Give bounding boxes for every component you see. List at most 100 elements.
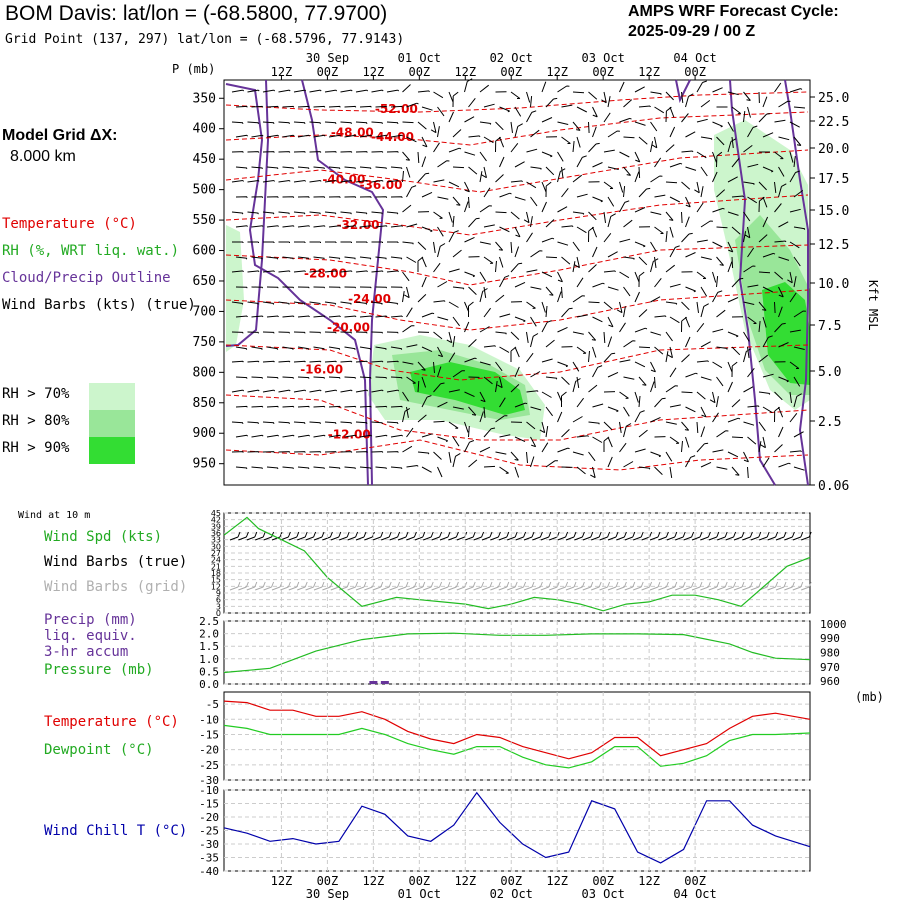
- temperature-contour-label: -48.00: [331, 125, 374, 139]
- windchill-tick-label: -30: [199, 838, 219, 851]
- bottom-date-label: 03 Oct: [581, 887, 624, 900]
- wind-tick-label: 3: [216, 602, 221, 611]
- bottom-date-label: 04 Oct: [673, 887, 716, 900]
- pressure-tick-label: 850: [193, 396, 216, 411]
- height-tick-label: 15.0: [818, 204, 849, 219]
- temperature-contour-label: -52.00: [375, 102, 418, 116]
- temperature-contour-2: [225, 149, 809, 193]
- pressure-tick-label: 990: [820, 632, 840, 645]
- bottom-time-label: 12Z: [271, 874, 293, 888]
- pressure-tick-label: 960: [820, 675, 840, 688]
- height-tick-label: 17.5: [818, 172, 849, 187]
- precip-tick-label: 2.0: [199, 628, 219, 641]
- top-time-label: 00Z: [317, 65, 339, 79]
- legend-cloud-outline: Cloud/Precip Outline: [2, 270, 171, 286]
- wind-tick-label: 36: [211, 529, 221, 538]
- wind-panel-frame: [223, 512, 811, 614]
- top-time-label: 12Z: [454, 65, 476, 79]
- pressure-tick-label: 550: [193, 213, 216, 228]
- wind-chill-label: Wind Chill T (°C): [44, 823, 188, 839]
- rh-region-6: [762, 282, 810, 385]
- pressure-tick-label: 980: [820, 647, 840, 660]
- model-grid-value: 8.000 km: [10, 148, 76, 165]
- height-tick-label: 22.5: [818, 115, 849, 130]
- pressure-unit-label: (mb): [855, 690, 884, 704]
- legend-rh90-label: RH > 90%: [2, 440, 70, 456]
- top-time-label: 12Z: [271, 65, 293, 79]
- pressure-axis-title: P (mb): [172, 62, 216, 76]
- pressure-tick-label: 500: [193, 183, 216, 198]
- precip-bar: [380, 681, 389, 684]
- pressure-tick-label: 900: [193, 426, 216, 441]
- height-tick-label: 5.0: [818, 365, 841, 380]
- temperature-tick-label: -25: [199, 759, 219, 772]
- pressure-tick-label: 750: [193, 335, 216, 350]
- top-date-label: 30 Sep: [306, 51, 349, 65]
- temperature-contour-7: [225, 394, 809, 441]
- forecast-cycle-date: 2025-09-29 / 00 Z: [628, 23, 756, 40]
- bottom-time-label: 12Z: [454, 874, 476, 888]
- wind-speed-line: [223, 516, 811, 612]
- temperature-contour-4: [225, 244, 809, 286]
- legend-rh80-label: RH > 80%: [2, 413, 70, 429]
- temperature-contour-5: [225, 289, 809, 331]
- cloud-outline-3: [675, 79, 691, 104]
- cloud-outline-1: [301, 79, 385, 486]
- wind-tick-label: 21: [211, 562, 221, 571]
- wind10m-label: Wind at 10 m: [18, 510, 91, 521]
- wind-barbs-field: [231, 78, 806, 479]
- wind-barbs-true-row: [229, 531, 812, 541]
- temperature-panel-frame: [223, 691, 811, 781]
- top-date-label: 04 Oct: [673, 51, 716, 65]
- precip-tick-label: 0.5: [199, 665, 219, 678]
- rh-region-0: [226, 225, 244, 352]
- precip-tick-label: 1.5: [199, 640, 219, 653]
- temperature-contour-label: -12.00: [328, 427, 371, 441]
- top-time-label: 12Z: [363, 65, 385, 79]
- wind-tick-label: 39: [211, 522, 221, 531]
- precip-bar: [369, 681, 378, 684]
- pressure-tick-label: 700: [193, 304, 216, 319]
- temperature-contour-label: -32.00: [337, 218, 380, 232]
- temperature-contour-label: -20.00: [327, 320, 370, 334]
- pressure-tick-label: 800: [193, 365, 216, 380]
- legend-rh70-label: RH > 70%: [2, 386, 70, 402]
- wind-tick-label: 18: [211, 569, 221, 578]
- wind-barbs-grid-label: Wind Barbs (grid): [44, 579, 188, 595]
- page-title: BOM Davis: lat/lon = (-68.5800, 77.9700): [5, 2, 388, 25]
- pressure-tick-label: 350: [193, 91, 216, 106]
- temperature-contour-1: [225, 111, 809, 146]
- pressure-tick-label: 400: [193, 122, 216, 137]
- windchill-tick-label: -40: [199, 865, 219, 878]
- top-date-label: 01 Oct: [398, 51, 441, 65]
- rh-region-3: [410, 362, 525, 415]
- pressure-tick-label: 950: [193, 457, 216, 472]
- wind-tick-label: 24: [211, 556, 221, 565]
- pressure-tick-label: 600: [193, 244, 216, 259]
- top-time-label: 00Z: [408, 65, 430, 79]
- height-tick-label: 20.0: [818, 142, 849, 157]
- bottom-time-label: 12Z: [363, 874, 385, 888]
- top-time-label: 00Z: [684, 65, 706, 79]
- wind-tick-label: 0: [216, 609, 221, 618]
- forecast-cycle-label: AMPS WRF Forecast Cycle:: [628, 3, 839, 20]
- height-tick-label: 7.5: [818, 319, 841, 334]
- temperature-tick-label: -15: [199, 728, 219, 741]
- dewpoint-series-label: Dewpoint (°C): [44, 742, 154, 758]
- temperature-contour-8: [225, 439, 809, 471]
- bottom-date-label: 01 Oct: [398, 887, 441, 900]
- height-tick-label: 0.06: [818, 479, 849, 494]
- temperature-series-label: Temperature (°C): [44, 714, 179, 730]
- wind-tick-label: 9: [216, 589, 221, 598]
- height-tick-label: 2.5: [818, 415, 841, 430]
- precip-liq-label: liq. equiv.: [44, 628, 137, 644]
- precip-accum-label: 3-hr accum: [44, 644, 129, 660]
- wind-tick-label: 33: [211, 536, 221, 545]
- cloud-outline-0: [225, 83, 369, 486]
- wind-tick-label: 45: [211, 509, 221, 518]
- wind-tick-label: 27: [211, 549, 221, 558]
- bottom-time-label: 12Z: [638, 874, 660, 888]
- temperature-contour-6: [225, 344, 809, 381]
- bottom-time-label: 12Z: [546, 874, 568, 888]
